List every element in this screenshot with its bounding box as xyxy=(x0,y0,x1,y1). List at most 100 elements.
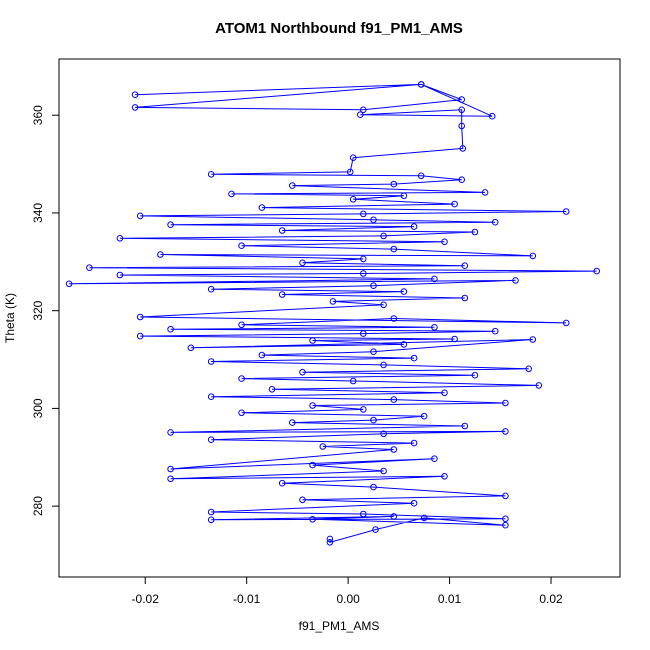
data-point xyxy=(420,514,428,522)
data-point xyxy=(136,212,144,220)
data-point xyxy=(471,228,479,236)
data-point xyxy=(370,483,377,491)
data-point xyxy=(360,255,367,263)
data-point xyxy=(370,348,377,356)
data-point xyxy=(488,112,496,120)
data-point xyxy=(65,280,73,288)
data-point xyxy=(390,245,398,253)
y-tick-label: 320 xyxy=(31,300,45,320)
data-point xyxy=(380,232,387,240)
data-point xyxy=(417,81,425,88)
data-point xyxy=(593,267,601,275)
data-point xyxy=(299,368,306,376)
data-point xyxy=(529,252,537,260)
data-point xyxy=(459,145,467,152)
data-point xyxy=(461,422,469,430)
plot-frame xyxy=(58,58,621,578)
data-point xyxy=(360,106,367,114)
x-tick-label: -0.01 xyxy=(233,592,261,606)
data-point xyxy=(512,277,519,284)
data-point xyxy=(309,516,316,523)
data-point xyxy=(410,499,418,507)
data-point xyxy=(491,327,499,335)
data-point xyxy=(238,409,245,417)
data-point xyxy=(451,335,458,343)
data-point xyxy=(131,91,139,98)
data-point xyxy=(131,104,139,111)
data-point xyxy=(360,270,367,277)
data-point xyxy=(380,467,387,475)
data-point xyxy=(390,396,398,403)
data-point xyxy=(502,492,509,500)
y-tick-label: 280 xyxy=(31,496,45,516)
data-point xyxy=(357,111,364,118)
data-point xyxy=(268,386,276,393)
data-point xyxy=(390,513,398,520)
data-point xyxy=(167,429,174,436)
data-point xyxy=(370,416,377,424)
data-point xyxy=(502,515,509,523)
x-tick-label: -0.02 xyxy=(132,592,160,606)
data-point xyxy=(461,262,469,270)
x-tick-label: 0.00 xyxy=(336,592,360,606)
data-point xyxy=(529,336,537,343)
y-tick-label: 300 xyxy=(31,398,45,418)
x-axis-label: f91_PM1_AMS xyxy=(299,619,380,633)
series-line xyxy=(69,83,597,543)
data-point xyxy=(431,275,438,283)
data-point xyxy=(207,171,215,178)
data-point xyxy=(309,337,316,344)
data-point xyxy=(289,419,296,426)
data-point xyxy=(458,176,466,183)
data-point xyxy=(116,235,124,242)
data-point xyxy=(207,508,215,516)
data-point xyxy=(535,382,543,389)
data-point xyxy=(207,436,215,444)
data-point xyxy=(207,285,215,293)
data-point xyxy=(207,393,215,401)
data-point xyxy=(346,168,354,176)
data-point xyxy=(502,521,509,529)
data-point xyxy=(329,298,337,305)
data-point xyxy=(431,324,438,331)
data-point xyxy=(441,238,448,246)
data-point xyxy=(360,510,367,518)
data-point xyxy=(360,406,367,413)
data-point xyxy=(481,189,489,196)
data-point xyxy=(278,291,286,298)
data-point xyxy=(390,446,398,453)
data-point xyxy=(417,172,425,180)
data-point xyxy=(258,351,266,359)
data-point xyxy=(370,282,377,290)
data-point xyxy=(238,375,245,382)
y-axis-label: Theta (K) xyxy=(3,293,17,343)
data-point xyxy=(167,221,174,228)
data-point xyxy=(238,242,245,249)
data-point xyxy=(441,389,448,397)
data-point xyxy=(525,365,533,373)
data-point xyxy=(502,399,509,407)
data-point xyxy=(458,122,466,130)
data-point xyxy=(157,251,164,258)
data-point xyxy=(258,204,266,211)
chart-title: ATOM1 Northbound f91_PM1_AMS xyxy=(215,20,463,37)
data-layer xyxy=(65,81,601,546)
data-point xyxy=(167,325,174,333)
data-point xyxy=(370,216,377,224)
data-point xyxy=(562,319,570,327)
data-point xyxy=(289,182,296,189)
data-point xyxy=(360,210,367,218)
data-point xyxy=(451,200,458,208)
data-point xyxy=(278,227,286,234)
data-point xyxy=(458,106,466,114)
data-point xyxy=(349,196,357,203)
data-point xyxy=(116,271,124,279)
data-point xyxy=(431,455,438,463)
data-point xyxy=(136,313,144,321)
data-point xyxy=(458,96,466,103)
y-tick-label: 360 xyxy=(31,105,45,125)
x-tick-label: 0.01 xyxy=(438,592,462,606)
x-tick-label: 0.02 xyxy=(539,592,563,606)
